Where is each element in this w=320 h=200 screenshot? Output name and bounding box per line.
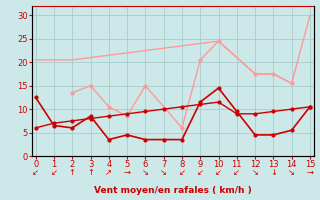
Text: ↙: ↙ xyxy=(197,168,204,177)
Text: ↓: ↓ xyxy=(270,168,277,177)
Text: ↙: ↙ xyxy=(32,168,39,177)
X-axis label: Vent moyen/en rafales ( km/h ): Vent moyen/en rafales ( km/h ) xyxy=(94,186,252,195)
Text: ↑: ↑ xyxy=(69,168,76,177)
Text: →: → xyxy=(307,168,314,177)
Text: ↗: ↗ xyxy=(105,168,112,177)
Text: ↙: ↙ xyxy=(179,168,186,177)
Text: ↙: ↙ xyxy=(51,168,58,177)
Text: →: → xyxy=(124,168,131,177)
Text: ↘: ↘ xyxy=(252,168,259,177)
Text: ↘: ↘ xyxy=(142,168,149,177)
Text: ↙: ↙ xyxy=(215,168,222,177)
Text: ↘: ↘ xyxy=(160,168,167,177)
Text: ↑: ↑ xyxy=(87,168,94,177)
Text: ↘: ↘ xyxy=(288,168,295,177)
Text: ↙: ↙ xyxy=(233,168,240,177)
